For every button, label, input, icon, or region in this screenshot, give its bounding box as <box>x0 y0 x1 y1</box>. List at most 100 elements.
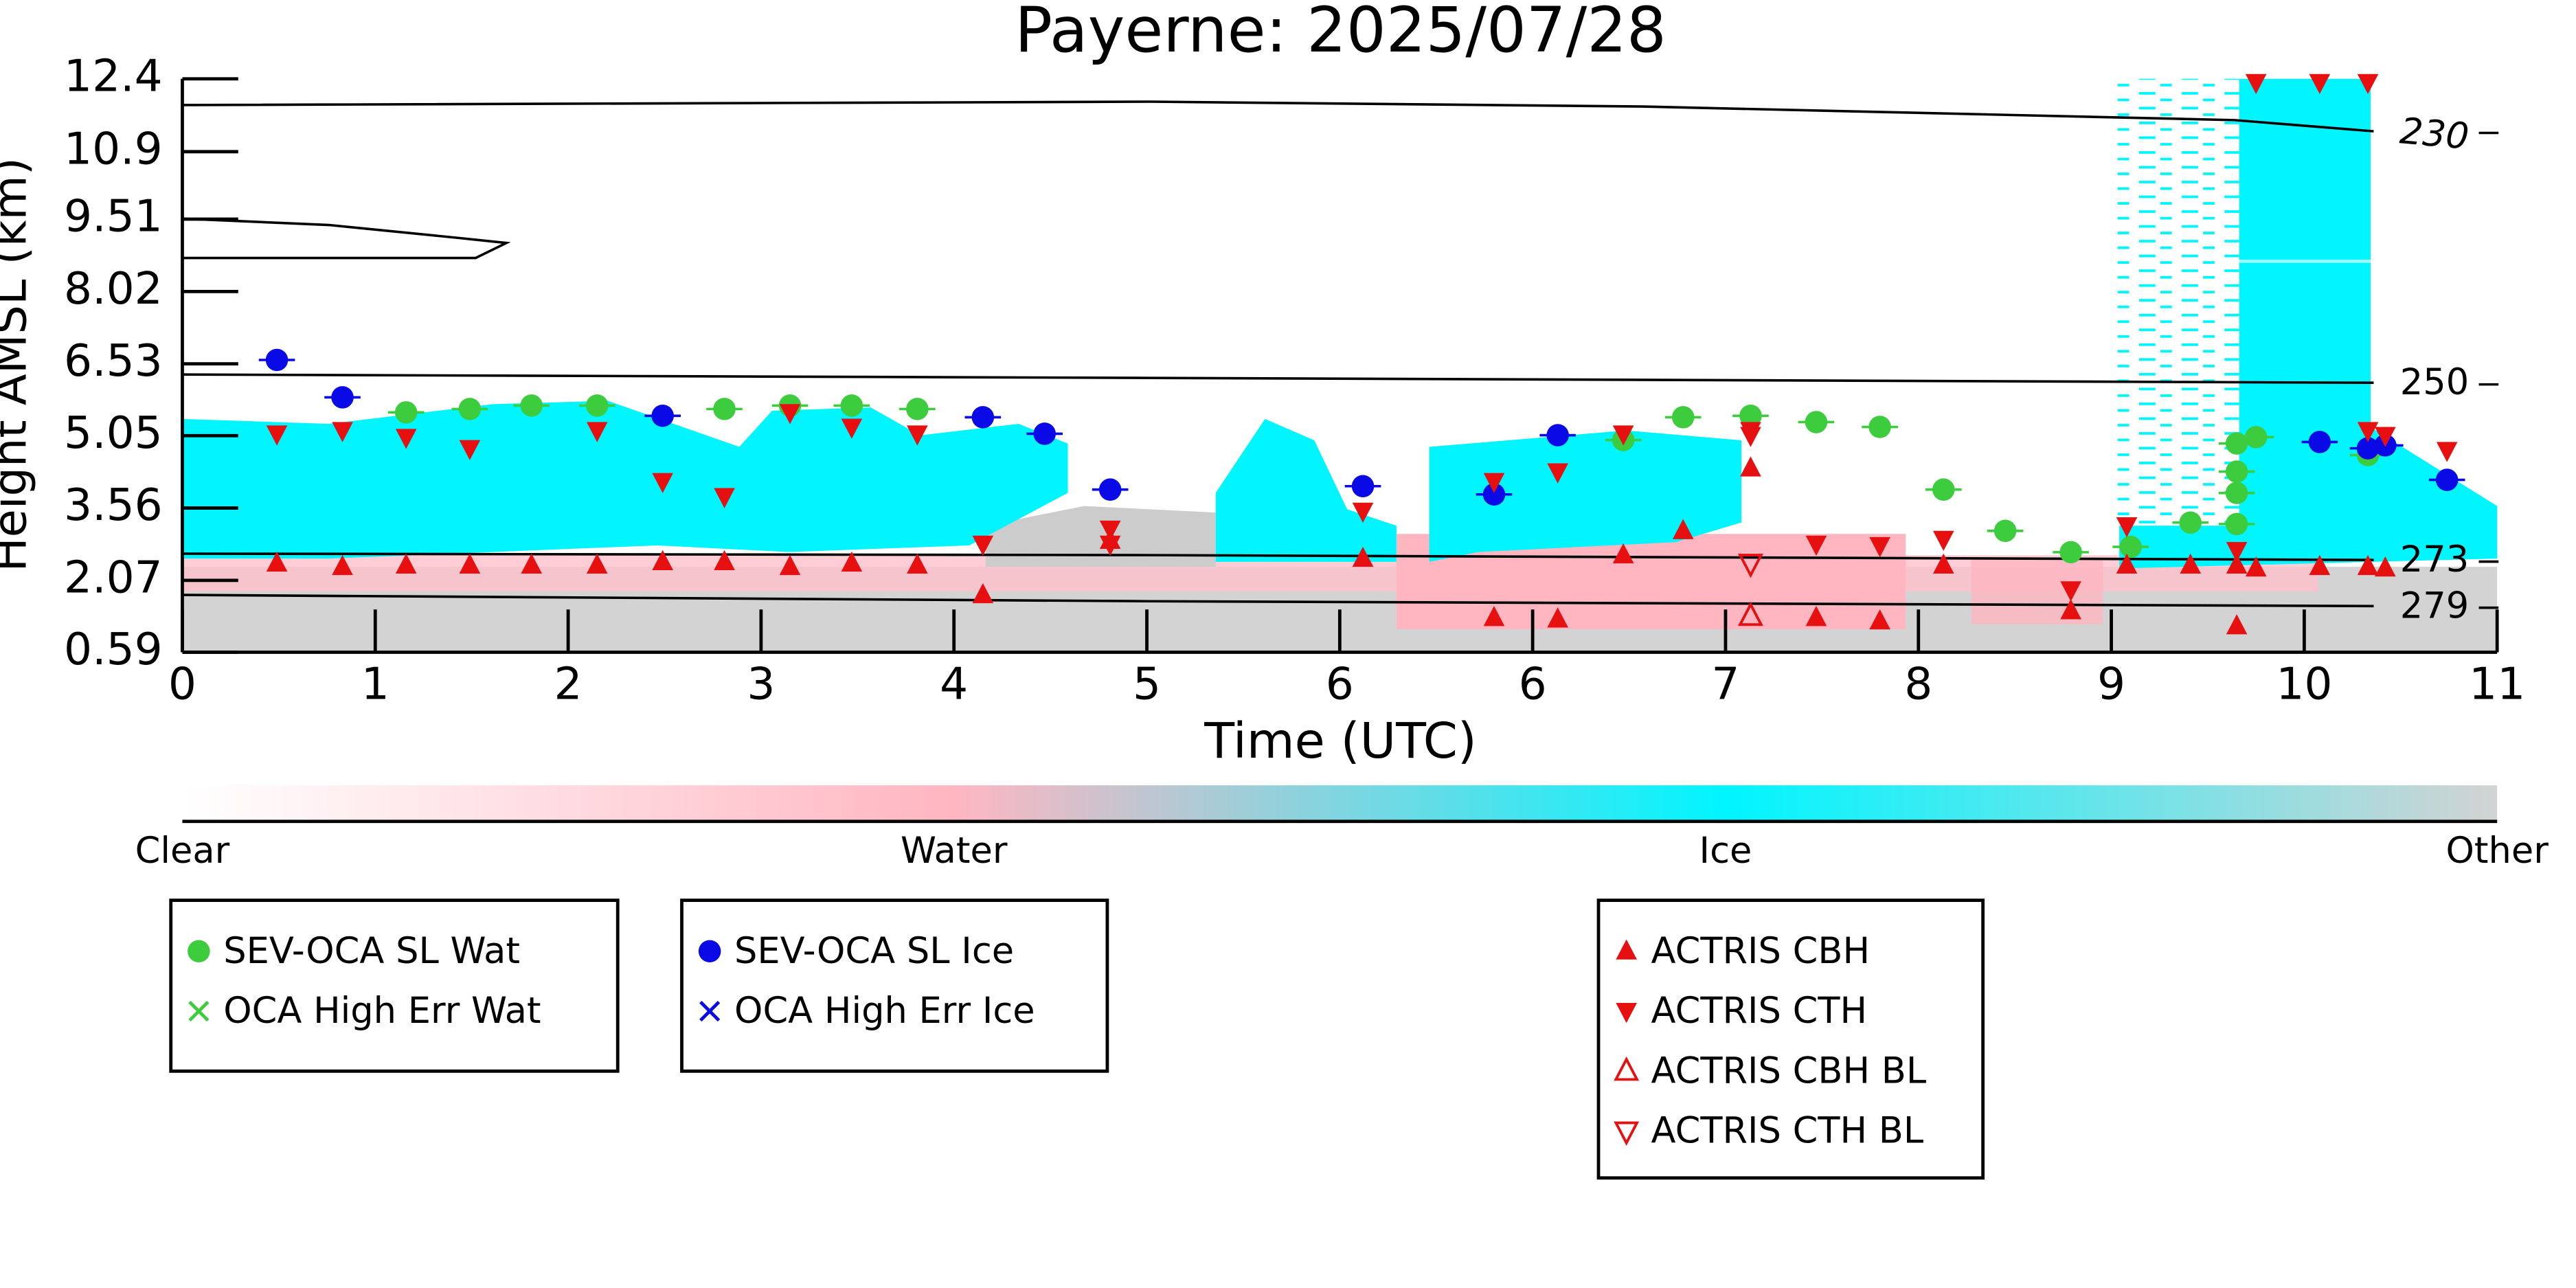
x-tick-label: 4 <box>940 658 968 710</box>
marker-triangle-up <box>2060 599 2081 620</box>
marker-circle <box>585 394 609 417</box>
legend-label: OCA High Err Ice <box>734 990 1035 1032</box>
marker-triangle-down <box>1099 520 1121 541</box>
y-tick-label: 8.02 <box>64 263 163 315</box>
x-tick-label: 9 <box>2097 658 2125 710</box>
marker-circle <box>651 405 674 427</box>
contour-label: 250 <box>2400 361 2469 403</box>
legend: SEV-OCA SL Wat OCA High Err Wat <box>169 899 620 1073</box>
legend-label: SEV-OCA SL Wat <box>223 930 520 972</box>
marker-triangle-down <box>2357 422 2379 442</box>
marker-triangle-up <box>1483 606 1505 626</box>
y-tick-label: 3.56 <box>64 479 163 531</box>
marker-triangle-down <box>1352 502 1374 523</box>
marker-triangle-up <box>1869 609 1890 630</box>
y-tick-label: 2.07 <box>64 552 163 603</box>
marker-circle <box>2244 426 2268 449</box>
marker-circle <box>1993 519 2017 543</box>
y-tick-label: 10.9 <box>64 123 163 174</box>
marker-triangle-down <box>1737 554 1763 578</box>
marker-circle <box>698 940 721 962</box>
marker-circle <box>1098 478 1122 501</box>
marker-triangle-up <box>652 550 673 571</box>
marker-triangle-up <box>1614 1056 1640 1081</box>
marker-triangle-up <box>1612 543 1634 564</box>
x-tick-label: 11 <box>2469 658 2525 710</box>
contour-label: 273 <box>2400 539 2469 580</box>
colorbar-label: Clear <box>135 830 230 872</box>
legend-label: OCA High Err Wat <box>223 990 541 1032</box>
marker-triangle-up <box>2357 554 2379 576</box>
marker-triangle-down <box>1740 427 1761 447</box>
marker-triangle-down <box>841 418 863 439</box>
marker-triangle-up <box>1352 546 1374 567</box>
contour-label: 279 <box>2400 585 2469 626</box>
marker-circle <box>1932 478 1955 501</box>
x-tick-label: 7 <box>1711 658 1739 710</box>
chart-title: Payerne: 2025/07/28 <box>1015 0 1667 67</box>
x-tick-label: 1 <box>361 658 389 710</box>
marker-circle <box>906 398 929 420</box>
marker-circle <box>2435 468 2459 491</box>
marker-triangle-down <box>2357 74 2379 94</box>
marker-circle <box>1033 422 1056 445</box>
marker-triangle-up <box>1932 553 1954 574</box>
marker-circle <box>265 348 289 372</box>
marker-triangle-down <box>1869 536 1890 558</box>
plot-area: 230 250 273 279 <box>182 74 2499 635</box>
marker-triangle-up <box>1805 606 1827 626</box>
legend-label: ACTRIS CBH <box>1651 930 1871 972</box>
marker-circle <box>2119 535 2142 558</box>
y-tick-label: 6.53 <box>64 335 163 387</box>
marker-circle <box>394 401 418 424</box>
marker-circle <box>2059 541 2082 564</box>
marker-triangle-up <box>2226 614 2248 635</box>
marker-triangle-up <box>332 554 353 576</box>
marker-triangle-down <box>1099 535 1121 556</box>
contour-line <box>182 217 511 260</box>
marker-triangle-down <box>459 440 481 460</box>
marker-triangle-down <box>1805 535 1827 556</box>
marker-triangle-up <box>1547 607 1568 628</box>
marker-circle <box>971 406 995 429</box>
y-tick-label: 12.4 <box>64 50 163 102</box>
legend-box <box>169 899 620 1073</box>
x-tick-label: 5 <box>1133 658 1161 710</box>
marker-circle <box>1671 406 1695 429</box>
marker-triangle-down <box>266 425 288 446</box>
marker-triangle-down <box>2060 581 2081 602</box>
marker-circle <box>2225 460 2248 483</box>
marker-triangle-up <box>459 553 481 574</box>
marker-circle <box>520 394 543 417</box>
marker-circle <box>2308 431 2331 453</box>
marker-triangle-down <box>907 425 928 446</box>
marker-circle <box>713 398 736 420</box>
marker-triangle-up <box>2309 554 2331 576</box>
marker-circle <box>2225 482 2248 504</box>
colorbar-label: Water <box>901 830 1008 872</box>
marker-circle <box>1805 411 1828 433</box>
marker-triangle-down <box>1483 473 1505 493</box>
x-tick-label: 10 <box>2276 658 2332 710</box>
marker-circle <box>840 394 863 417</box>
colorbar <box>182 785 2498 822</box>
x-tick-label: 6 <box>1519 658 1547 710</box>
y-axis-label: Height AMSL (km) <box>0 157 37 572</box>
marker-triangle-down <box>395 429 417 449</box>
marker-triangle-down <box>1614 1121 1640 1146</box>
marker-circle <box>1868 416 1891 438</box>
legend-box <box>1596 899 1985 1180</box>
marker-triangle-up <box>521 553 543 574</box>
contour-line <box>182 552 2374 561</box>
legend: SEV-OCA SL Ice OCA High Err Ice <box>680 899 1109 1073</box>
x-tick-label: 3 <box>747 658 775 710</box>
marker-circle <box>188 940 210 962</box>
x-tick-label: 2 <box>554 658 583 710</box>
marker-triangle-up <box>1672 519 1694 539</box>
marker-triangle-down <box>332 422 353 442</box>
marker-circle <box>2225 432 2248 455</box>
marker-triangle-down <box>2226 541 2248 563</box>
legend-label: SEV-OCA SL Ice <box>734 930 1014 972</box>
marker-circle <box>331 386 354 409</box>
marker-circle <box>1351 475 1375 498</box>
